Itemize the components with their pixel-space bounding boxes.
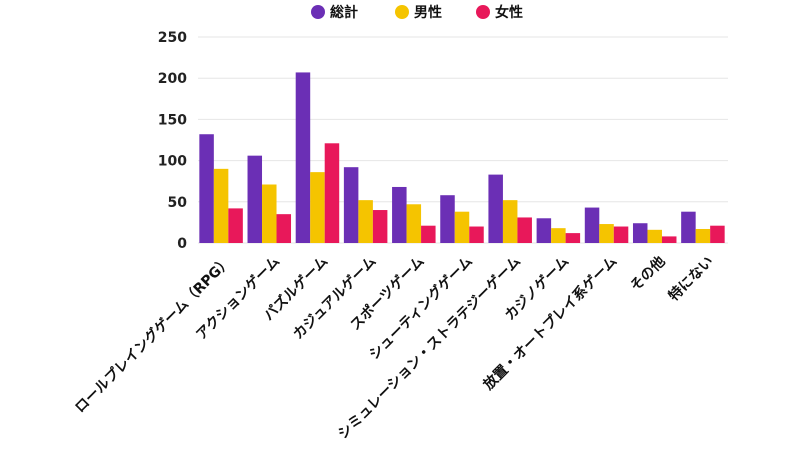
bar bbox=[213, 168, 229, 243]
bar bbox=[613, 226, 629, 243]
bar bbox=[343, 167, 359, 243]
bar bbox=[584, 207, 600, 243]
bar bbox=[710, 225, 725, 243]
y-tick-label: 50 bbox=[168, 195, 188, 211]
bar bbox=[647, 229, 662, 243]
bar bbox=[372, 210, 388, 243]
bar bbox=[310, 172, 325, 243]
legend-label: 総計 bbox=[330, 4, 358, 21]
bar bbox=[295, 72, 311, 243]
bar bbox=[681, 211, 696, 243]
x-category-label: アクションゲーム bbox=[193, 253, 283, 343]
bars bbox=[199, 72, 725, 243]
y-tick-label: 250 bbox=[158, 30, 187, 46]
bar bbox=[551, 228, 566, 243]
bar bbox=[247, 155, 263, 243]
x-category-label: 特にない bbox=[665, 253, 717, 305]
legend-swatch bbox=[476, 5, 490, 19]
bar bbox=[536, 218, 552, 243]
bar bbox=[517, 217, 532, 243]
bar bbox=[392, 186, 407, 243]
bar bbox=[262, 184, 277, 243]
bar bbox=[502, 200, 518, 243]
bar bbox=[276, 214, 292, 243]
legend-swatch bbox=[395, 5, 409, 19]
bar bbox=[324, 143, 340, 243]
x-category-label: その他 bbox=[627, 253, 669, 295]
legend-swatch bbox=[311, 5, 325, 19]
bar bbox=[199, 134, 214, 243]
bar bbox=[695, 228, 711, 243]
x-category-label: カジュアルゲーム bbox=[290, 253, 380, 343]
bar bbox=[358, 200, 373, 243]
y-tick-label: 0 bbox=[177, 236, 187, 252]
bar bbox=[565, 233, 581, 243]
legend-label: 女性 bbox=[495, 4, 523, 21]
bar bbox=[228, 208, 243, 243]
bar bbox=[488, 174, 503, 243]
bar bbox=[406, 204, 422, 243]
bar bbox=[632, 223, 648, 243]
bar bbox=[421, 225, 436, 243]
y-tick-label: 200 bbox=[158, 71, 187, 87]
bar bbox=[454, 211, 470, 243]
legend: 総計 男性 女性 bbox=[311, 4, 523, 21]
y-tick-label: 150 bbox=[158, 112, 187, 128]
y-axis-ticks: 0 50 100 150 200 250 bbox=[158, 30, 187, 252]
bar bbox=[440, 195, 455, 243]
y-tick-label: 100 bbox=[158, 154, 187, 170]
bar bbox=[599, 224, 614, 243]
bar bbox=[661, 236, 677, 243]
legend-label: 男性 bbox=[414, 4, 442, 21]
x-axis-labels: ロールプレイングゲーム（RPG）アクションゲームパズルゲームカジュアルゲームスポ… bbox=[71, 253, 716, 443]
bar bbox=[469, 226, 484, 243]
